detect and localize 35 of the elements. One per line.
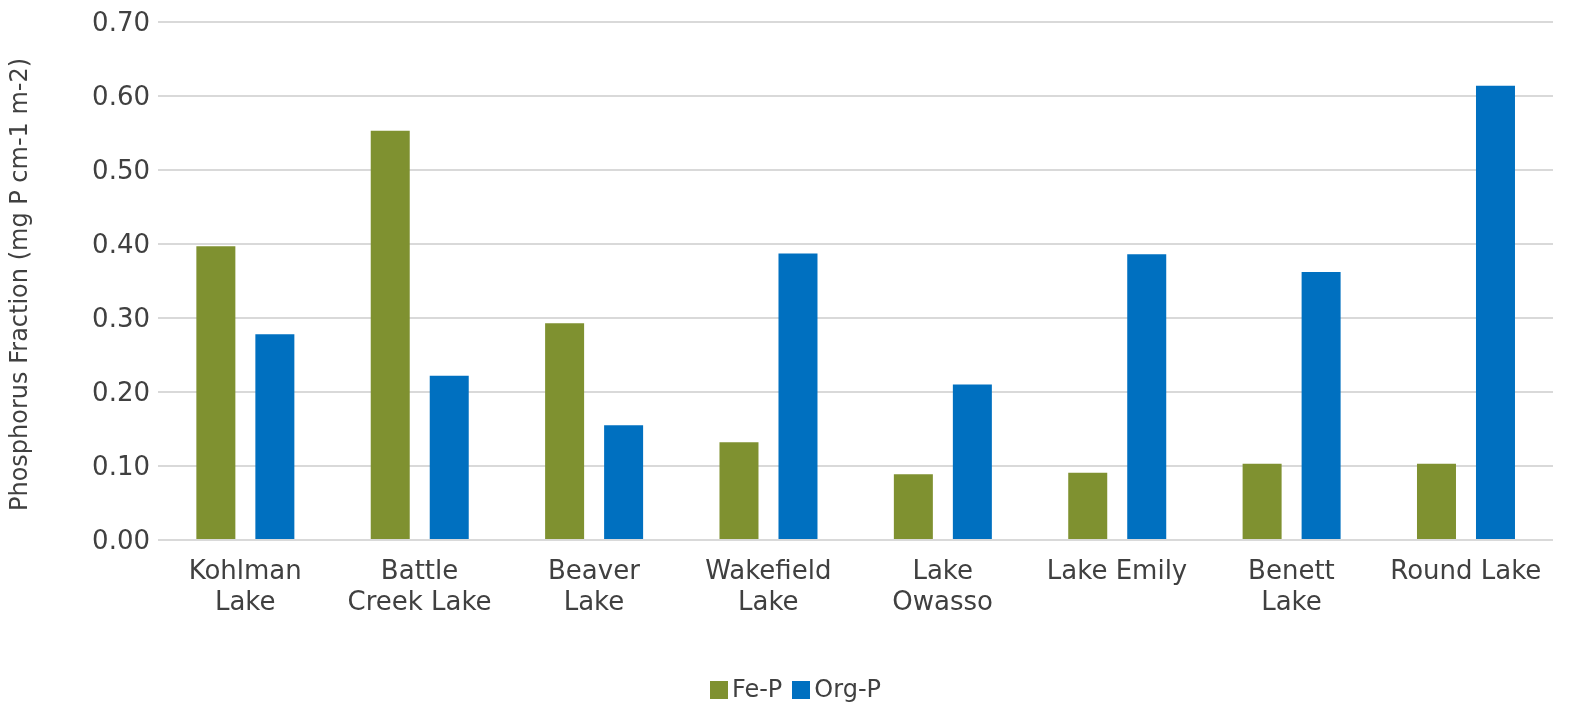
- x-tick-label: Beaver Lake: [548, 554, 641, 616]
- bar: [429, 375, 469, 540]
- bar: [952, 384, 992, 540]
- x-tick-label: Lake Emily: [1046, 554, 1188, 585]
- bar: [545, 323, 585, 540]
- bar: [255, 334, 295, 540]
- bar: [1242, 463, 1282, 540]
- y-tick-label: 0.40: [92, 229, 150, 260]
- bar: [1416, 463, 1456, 540]
- bar: [893, 474, 933, 540]
- y-tick-label: 0.60: [92, 81, 150, 112]
- x-tick-label: Round Lake: [1390, 554, 1542, 585]
- y-tick-label: 0.20: [92, 377, 150, 408]
- bar: [1068, 472, 1108, 540]
- x-tick-label: Benett Lake: [1248, 554, 1335, 616]
- y-tick-label: 0.30: [92, 303, 150, 334]
- legend-label: Fe-P: [731, 675, 783, 703]
- x-tick-label: Kohlman Lake: [188, 554, 302, 616]
- bar: [1301, 272, 1341, 540]
- bar: [719, 442, 759, 540]
- bar: [604, 425, 644, 540]
- y-tick-label: 0.00: [92, 525, 150, 556]
- x-tick-label: Lake Owasso: [892, 554, 994, 616]
- bar: [370, 130, 410, 540]
- y-tick-label: 0.10: [92, 451, 150, 482]
- x-tick-label: Wakefield Lake: [705, 554, 832, 616]
- bar: [778, 253, 818, 540]
- bar: [1475, 85, 1515, 540]
- bar: [1127, 254, 1167, 540]
- y-axis-title: Phosphorus Fraction (mg P cm-1 m-2): [4, 57, 33, 511]
- bar: [196, 246, 236, 540]
- legend-label: Org-P: [814, 675, 882, 703]
- y-tick-label: 0.50: [92, 155, 150, 186]
- x-tick-label: Battle Creek Lake: [347, 554, 492, 616]
- y-tick-label: 0.70: [92, 7, 150, 38]
